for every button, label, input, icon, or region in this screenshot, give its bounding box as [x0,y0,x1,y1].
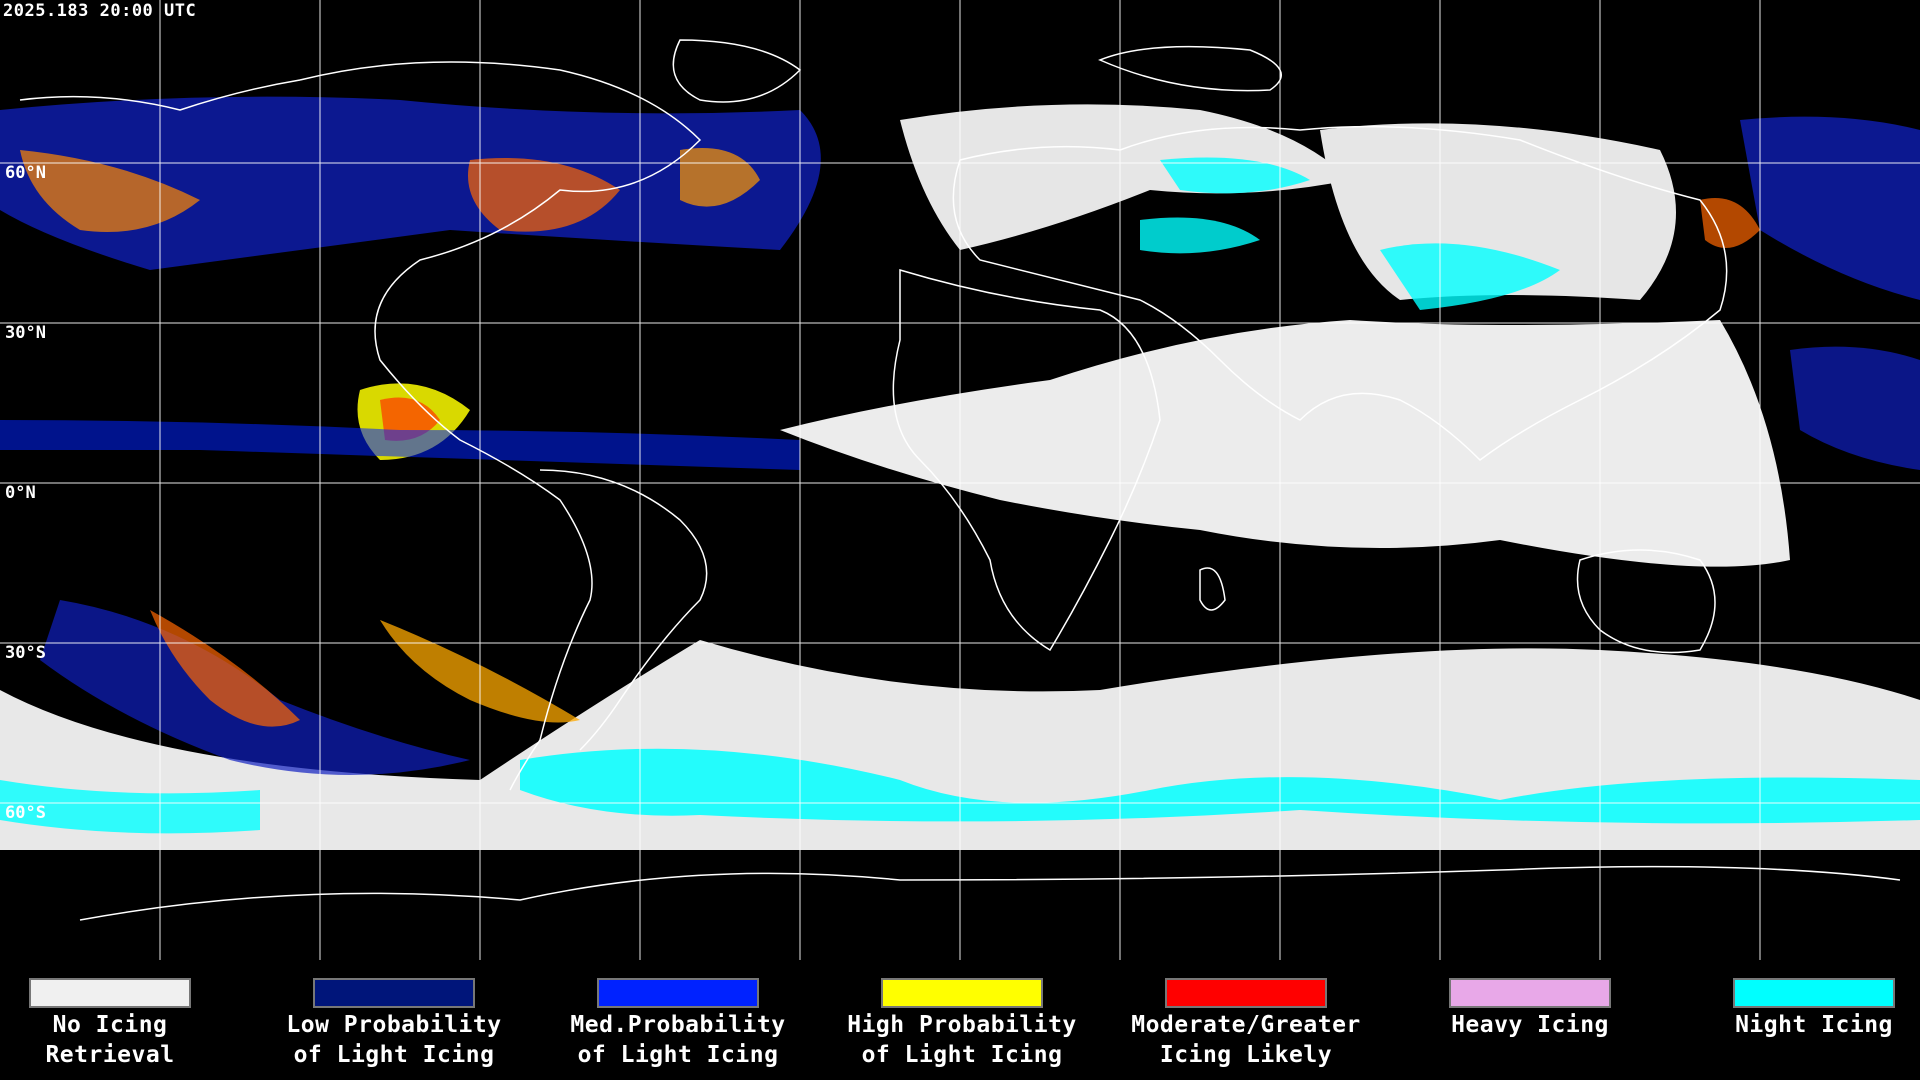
lat-label-0n: 0°N [5,483,36,503]
legend-item-low-probability: Low Probability of Light Icing [252,978,536,1070]
legend-label-line1: Low Probability [286,1012,502,1038]
legend-item-moderate-greater: Moderate/Greater Icing Likely [1104,978,1388,1070]
coastlines [19,39,1901,921]
lat-label-30n: 30°N [5,323,46,343]
legend-label-line1: Moderate/Greater [1131,1012,1361,1038]
legend-label-line1: Med.Probability [570,1012,786,1038]
legend-label-line1: Heavy Icing [1451,1012,1609,1038]
legend-item-no-icing: No Icing Retrieval [0,978,252,1070]
legend-label-line2: Retrieval [45,1042,175,1068]
legend-item-high-probability: High Probability of Light Icing [820,978,1104,1070]
legend-swatch [29,978,191,1008]
legend-swatch [597,978,759,1008]
graticule [0,0,1920,960]
legend-swatch [313,978,475,1008]
icing-map: 2025.183 20:00 UTC 60°N 30°N 0°N 30°S 60… [0,0,1920,960]
lat-label-60s: 60°S [5,803,46,823]
lat-label-30s: 30°S [5,643,46,663]
lat-label-60n: 60°N [5,163,46,183]
legend-label-line2: of Light Icing [577,1042,779,1068]
western-icing-north [0,96,821,271]
legend-label-line1: Night Icing [1735,1012,1893,1038]
legend-swatch [881,978,1043,1008]
legend-swatch [1733,978,1895,1008]
legend-item-heavy-icing: Heavy Icing [1388,978,1672,1040]
legend-label-line2: of Light Icing [861,1042,1063,1068]
legend-swatch [1449,978,1611,1008]
legend-item-night-icing: Night Icing [1672,978,1920,1040]
legend-swatch [1165,978,1327,1008]
legend-label-line1: No Icing [52,1012,168,1038]
legend-item-med-probability: Med.Probability of Light Icing [536,978,820,1070]
southern-night-icing [520,748,1920,824]
legend: No Icing Retrieval Low Probability of Ligh… [0,960,1920,1080]
dayside-clouds [780,320,1790,567]
map-canvas [0,0,1920,960]
legend-label-line2: of Light Icing [293,1042,495,1068]
legend-label-line1: High Probability [847,1012,1077,1038]
timestamp-label: 2025.183 20:00 UTC [3,1,197,21]
legend-label-line2: Icing Likely [1159,1042,1333,1068]
